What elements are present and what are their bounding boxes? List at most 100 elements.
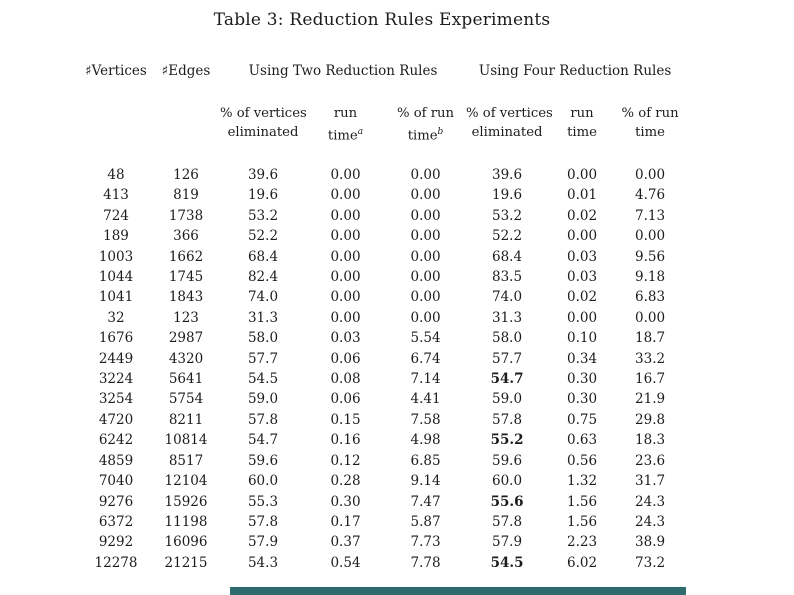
table-row: 1003 1662 68.4 0.00 0.00 68.4 0.03 9.56 xyxy=(80,247,684,267)
cell-two-pct-vertices-eliminated: 31.3 xyxy=(247,309,279,326)
table-row: 1044 1745 82.4 0.00 0.00 83.5 0.03 9.18 xyxy=(80,267,684,287)
cell-four-pct-vertices-eliminated: 59.6 xyxy=(492,452,523,469)
cell-edges: 1843 xyxy=(168,289,204,306)
cell-vertices: 7040 xyxy=(98,473,134,490)
cell-edges: 15926 xyxy=(164,493,208,510)
cell-four-pct-run-time: 38.9 xyxy=(635,534,666,551)
table-row: 9276 15926 55.3 0.30 7.47 55.6 1.56 24.3 xyxy=(80,492,684,512)
column-header-four-pct-run-time: % of run time xyxy=(616,104,684,165)
table-row: 6242 10814 54.7 0.16 4.98 55.2 0.63 18.3 xyxy=(80,430,684,450)
cell-two-pct-run-time: 0.00 xyxy=(410,289,441,306)
cell-four-pct-run-time: 18.3 xyxy=(635,432,666,449)
cell-edges: 366 xyxy=(173,228,199,245)
cell-edges: 819 xyxy=(173,187,199,204)
cell-two-pct-run-time: 4.98 xyxy=(410,432,441,449)
column-header-line1: % of vertices xyxy=(220,106,307,121)
cell-edges: 4320 xyxy=(168,350,204,367)
cell-two-run-time: 0.28 xyxy=(330,473,361,490)
cell-edges: 5754 xyxy=(168,391,204,408)
cell-edges: 5641 xyxy=(168,371,204,388)
cell-vertices: 724 xyxy=(103,207,129,224)
cell-four-pct-run-time: 7.13 xyxy=(635,207,666,224)
cell-vertices: 1041 xyxy=(98,289,134,306)
table-row: 48 126 39.6 0.00 0.00 39.6 0.00 0.00 xyxy=(80,165,684,185)
cell-edges: 8211 xyxy=(168,411,204,428)
cell-four-pct-vertices-eliminated: 59.0 xyxy=(492,391,523,408)
table-row: 4859 8517 59.6 0.12 6.85 59.6 0.56 23.6 xyxy=(80,451,684,471)
table-row: 4720 8211 57.8 0.15 7.58 57.8 0.75 29.8 xyxy=(80,410,684,430)
column-header-line1: % of run xyxy=(397,106,455,121)
column-header-line1: run xyxy=(333,106,358,121)
cell-two-pct-run-time: 7.73 xyxy=(410,534,441,551)
table-row: 9292 16096 57.9 0.37 7.73 57.9 2.23 38.9 xyxy=(80,532,684,552)
cell-vertices: 1044 xyxy=(98,269,134,286)
cell-vertices: 1003 xyxy=(98,248,134,265)
column-header-line2-text: eliminated xyxy=(471,125,543,140)
cell-edges: 2987 xyxy=(168,330,204,347)
cell-two-pct-run-time: 7.58 xyxy=(410,411,441,428)
cell-two-run-time: 0.08 xyxy=(330,371,361,388)
cell-four-run-time: 0.01 xyxy=(567,187,598,204)
cell-four-pct-vertices-eliminated: 57.9 xyxy=(492,534,523,551)
cell-vertices: 6242 xyxy=(98,432,134,449)
cell-two-pct-vertices-eliminated: 74.0 xyxy=(247,289,279,306)
column-header-line2: timea xyxy=(306,123,385,145)
table-caption: Table 3: Reduction Rules Experiments xyxy=(80,10,684,30)
cell-two-pct-run-time: 7.78 xyxy=(410,554,441,571)
cell-four-pct-vertices-eliminated: 57.8 xyxy=(492,411,523,428)
cell-two-pct-vertices-eliminated: 55.3 xyxy=(247,493,279,510)
cell-edges: 16096 xyxy=(164,534,208,551)
cell-four-run-time: 0.30 xyxy=(567,391,598,408)
table-row: 189 366 52.2 0.00 0.00 52.2 0.00 0.00 xyxy=(80,226,684,246)
cell-four-pct-run-time: 73.2 xyxy=(635,554,666,571)
cell-two-pct-run-time: 0.00 xyxy=(410,248,441,265)
table-row: 413 819 19.6 0.00 0.00 19.6 0.01 4.76 xyxy=(80,185,684,205)
column-header-line2-text: time xyxy=(407,128,438,144)
cell-two-run-time: 0.00 xyxy=(330,167,361,183)
cell-four-run-time: 0.02 xyxy=(567,289,598,306)
column-header-line2-text: time xyxy=(635,125,665,140)
cell-two-run-time: 0.00 xyxy=(330,187,361,204)
column-header-line2: time xyxy=(548,123,616,142)
group-header-row: ♯Vertices ♯Edges Using Two Reduction Rul… xyxy=(80,63,684,104)
cell-two-pct-vertices-eliminated: 19.6 xyxy=(247,187,279,204)
cell-four-pct-vertices-eliminated: 58.0 xyxy=(492,330,523,347)
cell-four-pct-run-time: 6.83 xyxy=(635,289,666,306)
cell-two-pct-run-time: 0.00 xyxy=(410,228,441,245)
cell-two-pct-run-time: 6.74 xyxy=(410,350,441,367)
cell-two-run-time: 0.37 xyxy=(330,534,361,551)
cell-four-run-time: 0.02 xyxy=(567,207,598,224)
cell-four-run-time: 0.30 xyxy=(567,371,598,388)
cell-four-run-time: 0.56 xyxy=(567,452,598,469)
table-body: 48 126 39.6 0.00 0.00 39.6 0.00 0.00 413 819 19.6 0… xyxy=(80,165,684,573)
cell-two-run-time: 0.16 xyxy=(330,432,361,449)
cell-four-pct-vertices-eliminated: 54.7 xyxy=(490,371,524,388)
table-row: 3254 5754 59.0 0.06 4.41 59.0 0.30 21.9 xyxy=(80,389,684,409)
cell-four-run-time: 0.34 xyxy=(567,350,598,367)
cell-vertices: 189 xyxy=(103,228,129,245)
cell-two-pct-vertices-eliminated: 59.0 xyxy=(247,391,279,408)
cell-vertices: 12278 xyxy=(94,554,138,571)
cell-two-pct-run-time: 0.00 xyxy=(410,187,441,204)
cell-four-pct-run-time: 21.9 xyxy=(635,391,666,408)
experiments-table: ♯Vertices ♯Edges Using Two Reduction Rul… xyxy=(80,63,684,573)
cell-two-pct-run-time: 0.00 xyxy=(410,207,441,224)
cell-two-pct-run-time: 4.41 xyxy=(410,391,441,408)
column-header-line1: run xyxy=(570,106,594,121)
cell-four-pct-run-time: 0.00 xyxy=(635,167,666,183)
cell-vertices: 4859 xyxy=(98,452,134,469)
cell-four-pct-vertices-eliminated: 60.0 xyxy=(492,473,523,490)
column-header-line1: % of vertices xyxy=(466,106,553,121)
cell-edges: 21215 xyxy=(164,554,208,571)
table-row: 2449 4320 57.7 0.06 6.74 57.7 0.34 33.2 xyxy=(80,349,684,369)
cell-four-pct-vertices-eliminated: 39.6 xyxy=(492,167,523,183)
cell-four-pct-vertices-eliminated: 57.8 xyxy=(492,513,523,530)
cell-four-pct-vertices-eliminated: 52.2 xyxy=(492,228,523,245)
sub-header-row: % of vertices eliminated run timea% of run t… xyxy=(80,104,684,165)
cell-four-pct-run-time: 31.7 xyxy=(635,473,666,490)
cell-vertices: 3224 xyxy=(98,371,134,388)
cell-four-pct-run-time: 23.6 xyxy=(635,452,666,469)
cell-two-pct-vertices-eliminated: 68.4 xyxy=(247,248,279,265)
table-row: 6372 11198 57.8 0.17 5.87 57.8 1.56 24.3 xyxy=(80,512,684,532)
column-header-line2-text: eliminated xyxy=(227,125,299,140)
